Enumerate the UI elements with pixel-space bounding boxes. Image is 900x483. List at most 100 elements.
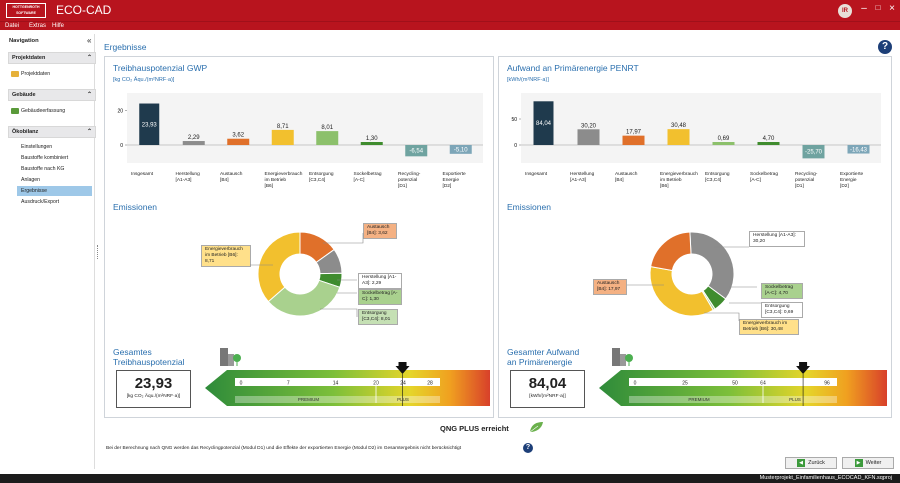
sidebar-item-baustoffe-kombiniert[interactable]: Baustoffe kombiniert [21, 155, 69, 161]
bar-value-label: 8,01 [321, 125, 333, 131]
penrt-bar-chart: 0 50 84,04 Insgesamt 30,20 Herstellung [A1-A3]… [511, 93, 881, 189]
menu-extras[interactable]: Extras [29, 23, 47, 29]
category-label: Entsorgung [C3,C4] [705, 171, 730, 183]
building-icon [220, 348, 241, 366]
menu-bar: Datei Extras Hilfe [0, 21, 900, 30]
category-label-line: [D1] [398, 183, 407, 189]
gauge-level-plus: PLUS [789, 397, 801, 402]
qng-status: QNG PLUS erreicht [440, 424, 509, 433]
gauge-tick-label: 7 [287, 381, 290, 387]
gwp-total-unit: [kg CO₂ Äqu./(m²NRF·a)] [126, 394, 181, 399]
category-label-line: Austausch [220, 171, 243, 177]
back-button[interactable]: ◀ Zurück [785, 457, 837, 469]
bar [577, 129, 600, 145]
category-label: Insgesamt [131, 171, 154, 177]
user-avatar[interactable]: IR [838, 4, 852, 18]
category-label-line: [A-C] [750, 177, 761, 183]
bar [847, 145, 870, 154]
sidebar-resize-handle[interactable] [97, 245, 99, 259]
plot-background [127, 93, 483, 163]
category-label: Sockelbetrag [A-C] [354, 171, 382, 183]
bar-value-label: 4,70 [763, 136, 775, 142]
sidebar-item-baustoffe-nach-kg[interactable]: Baustoffe nach KG [21, 166, 65, 172]
info-help-icon[interactable]: ? [523, 443, 533, 453]
bar-value-label: -25,70 [805, 150, 823, 156]
next-button[interactable]: ▶ Weiter [842, 457, 894, 469]
chevron-up-icon: ⌃ [86, 55, 92, 61]
bar [405, 145, 428, 157]
category-label: Austausch [B4] [220, 171, 243, 183]
sidebar-item-projektdaten[interactable]: Projektdaten [11, 69, 89, 79]
category-label: Energieverbrauch im Betrieb [B6] [265, 171, 303, 189]
category-label-line: Sockelbetrag [354, 171, 382, 177]
building-icon [11, 108, 19, 114]
bar-value-label: 17,97 [626, 130, 642, 136]
gwp-donut-chart [257, 231, 343, 317]
gauge-tick-label: 50 [732, 381, 738, 387]
arrow-right-icon: ▶ [854, 458, 863, 467]
bar [667, 129, 690, 145]
bar-value-label: -16,43 [850, 147, 868, 153]
bar-value-label: -6,54 [409, 149, 423, 155]
minimize-icon[interactable]: – [861, 3, 867, 14]
gwp-panel: Treibhauspotenzial GWP [kg CO₂ Äqu./(m²N… [104, 56, 494, 418]
plot-background [521, 93, 881, 163]
donut-callout: Herstellung [A1-A3]: 2,29 [358, 273, 402, 289]
bar [360, 142, 383, 145]
category-label-line: Exportierte [443, 171, 467, 177]
bar-value-label: 30,48 [671, 123, 687, 129]
category-label-line: [A1-A3] [570, 177, 586, 183]
penrt-emissions-heading: Emissionen [507, 202, 551, 212]
category-label-line: [A-C] [354, 177, 365, 183]
section-projektdaten[interactable]: Projektdaten ⌃ [8, 52, 96, 64]
category-label-line: Energie [443, 177, 460, 183]
donut-callout: Sockelbetrag [A-C]: 4,70 [761, 283, 803, 299]
gauge-level-plus: PLUS [397, 397, 409, 402]
gauge-marker-arrow [395, 362, 410, 374]
category-label: Herstellung [A1-A3] [176, 171, 201, 183]
category-label: Herstellung [A1-A3] [570, 171, 595, 183]
app-logo: HOTTGENROTH SOFTWARE [6, 3, 46, 18]
section-gebaeude[interactable]: Gebäude ⌃ [8, 89, 96, 101]
collapse-sidebar-icon[interactable]: « [87, 36, 92, 45]
close-icon[interactable]: × [889, 3, 895, 14]
category-label-line: Austausch [615, 171, 638, 177]
section-oekobilanz[interactable]: Ökobilanz ⌃ [8, 126, 96, 138]
bar [227, 138, 250, 145]
gwp-title: Treibhauspotenzial GWP [113, 63, 208, 73]
donut-slice [257, 231, 301, 303]
bar [271, 129, 294, 145]
bar-value-label: 84,04 [536, 121, 552, 127]
menu-hilfe[interactable]: Hilfe [52, 23, 65, 29]
donut-slice [649, 266, 714, 317]
category-label-line: [C3,C4] [705, 177, 721, 183]
bar-value-label: 0,69 [718, 136, 730, 142]
help-icon[interactable]: ? [878, 40, 892, 54]
sidebar-item-ergebnisse[interactable]: Ergebnisse [17, 186, 92, 196]
donut-callout: Austausch [B4]: 3,62 [363, 223, 397, 239]
sidebar-item-einstellungen[interactable]: Einstellungen [21, 144, 53, 150]
bar [182, 141, 205, 145]
bar [622, 135, 645, 145]
category-label: Sockelbetrag [A-C] [750, 171, 778, 183]
gauge-tick-label: 0 [634, 381, 637, 387]
maximize-icon[interactable]: □ [875, 3, 881, 12]
menu-datei[interactable]: Datei [5, 23, 20, 29]
chevron-up-icon: ⌃ [86, 129, 92, 135]
category-label-line: Herstellung [570, 171, 595, 177]
category-label-line: Recycling- [795, 171, 818, 177]
sidebar-item-anlagen[interactable]: Anlagen [21, 177, 41, 183]
category-label-line: Exportierte [840, 171, 864, 177]
chevron-up-icon: ⌃ [86, 92, 92, 98]
penrt-title: Aufwand an Primärenergie PENRT [507, 63, 639, 73]
navigation-header: Navigation [9, 38, 39, 44]
sidebar-item-gebaeudeerfassung[interactable]: Gebäudeerfassung [11, 106, 89, 116]
sidebar-item-ausdruck-export[interactable]: Ausdruck/Export [21, 199, 60, 205]
bar [449, 145, 472, 154]
project-file-name: Musterprojekt_Einfamilienhaus_ECOCAD_KFN… [759, 475, 892, 481]
category-label: Austausch [B4] [615, 171, 638, 183]
category-label: Recycling-potenzial [D1] [795, 171, 818, 189]
bar-value-label: 8,71 [277, 124, 289, 130]
gauge-tick-label: 96 [824, 381, 830, 387]
category-label-line: Insgesamt [131, 171, 154, 177]
